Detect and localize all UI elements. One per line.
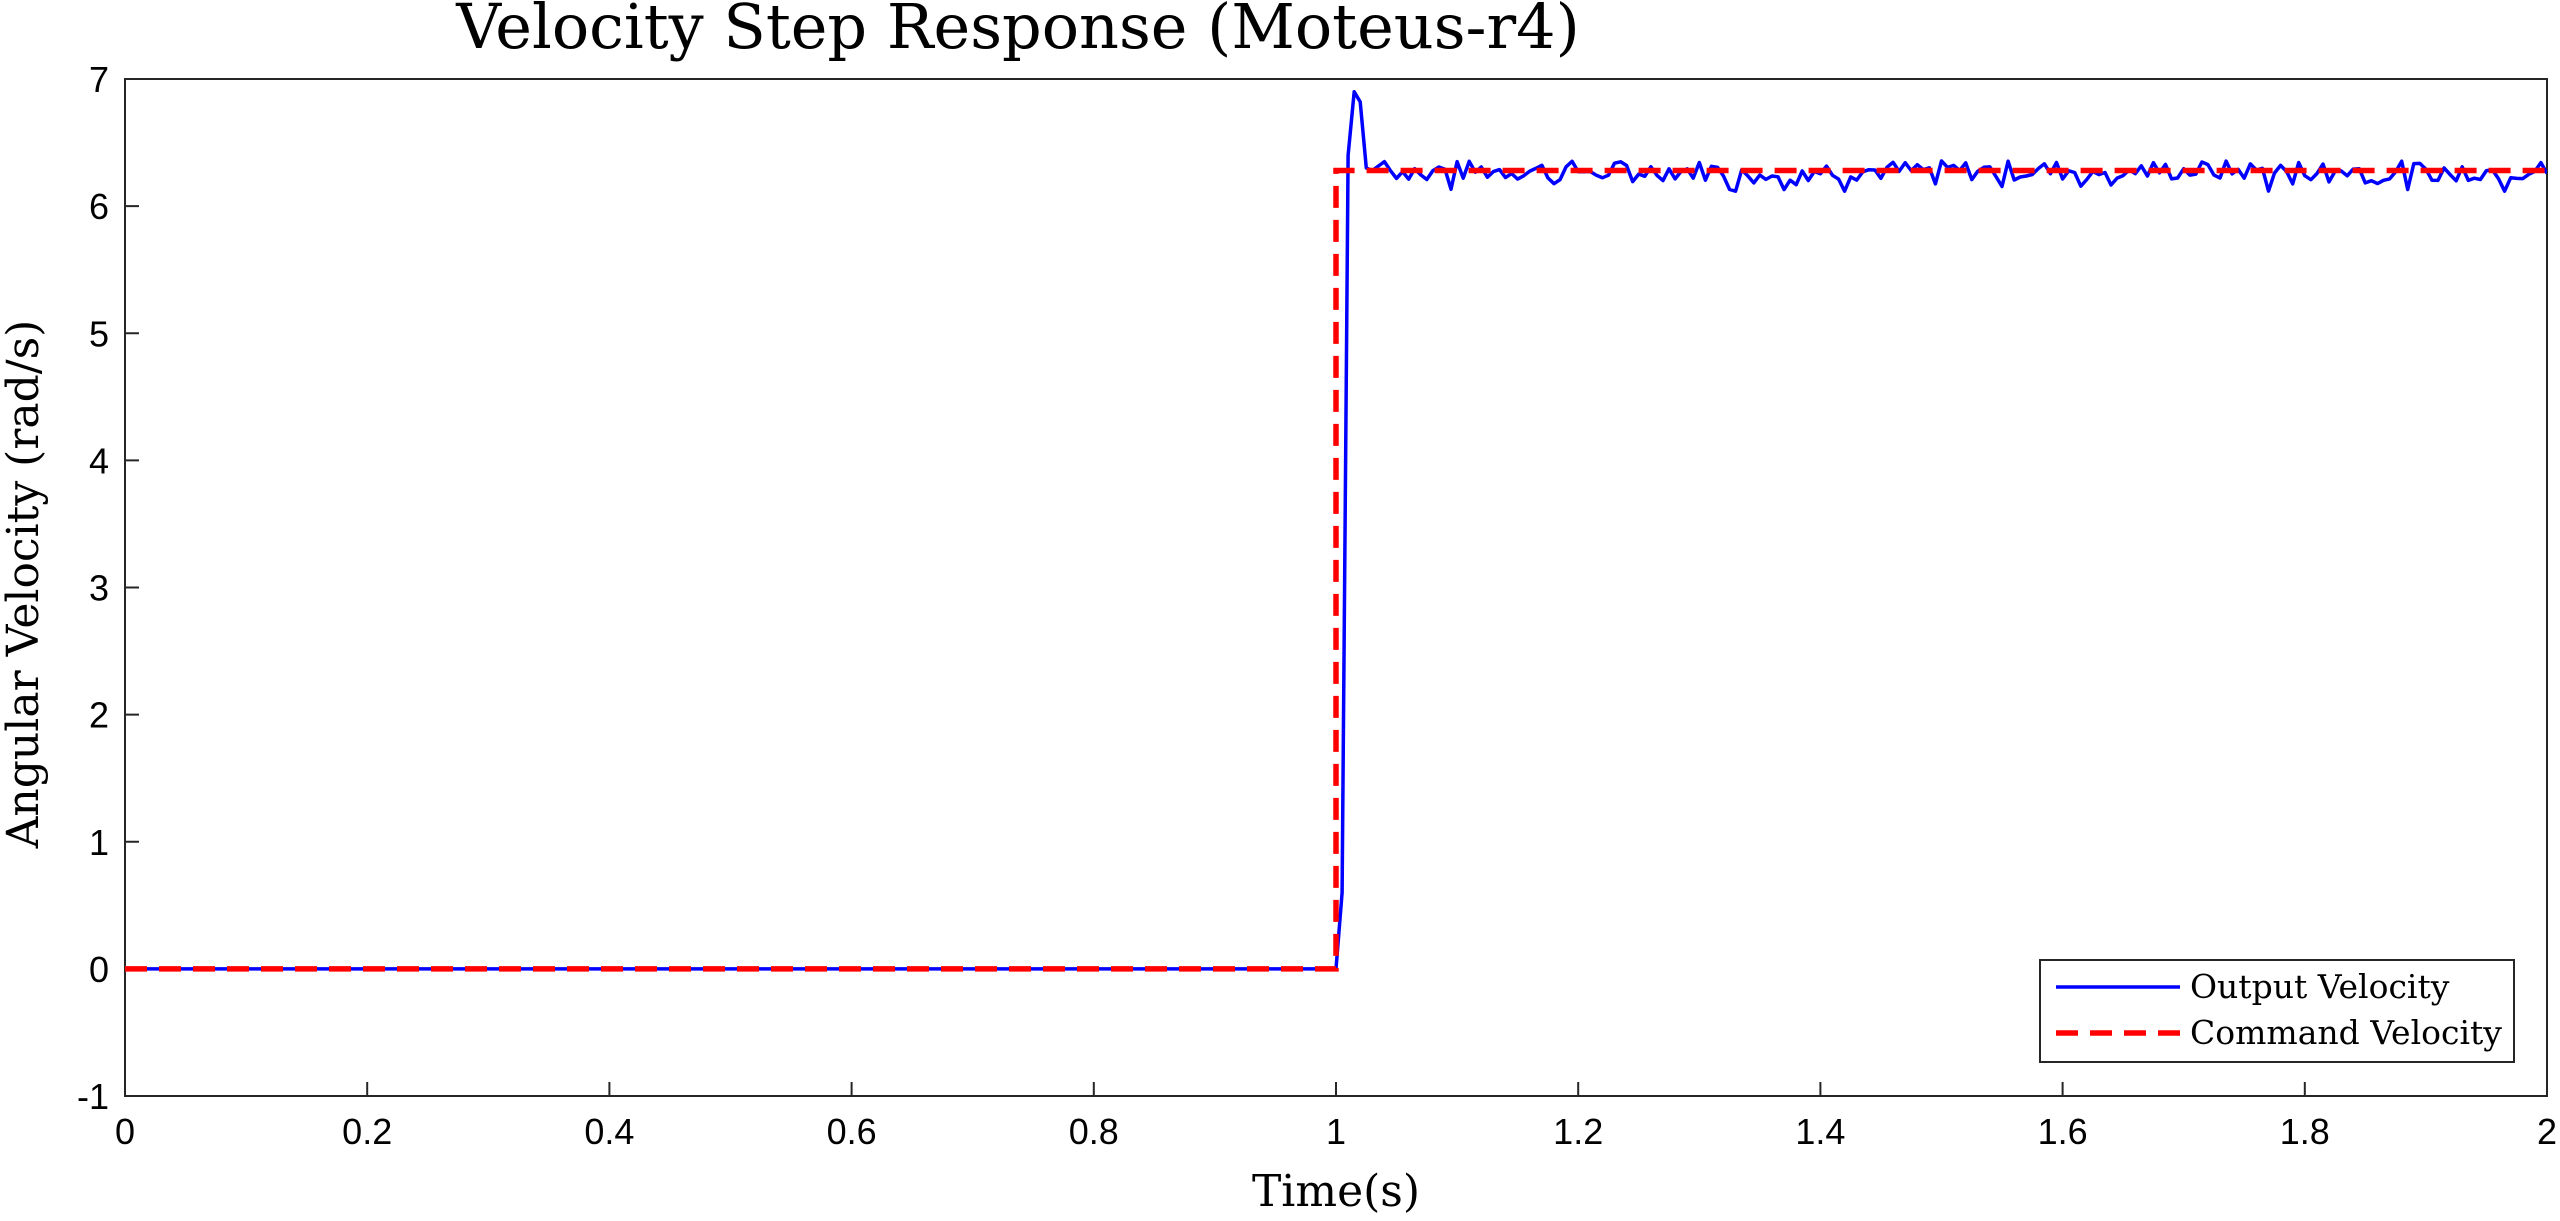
y-axis: -1 0 1 2 3 4 5 6 7 [77, 59, 139, 1117]
output-velocity-line [125, 89, 2547, 971]
x-tick-label: 0.8 [1069, 1111, 1119, 1152]
x-axis-label: Time(s) [1252, 1166, 1420, 1217]
y-tick-label: 5 [89, 313, 109, 354]
chart-title: Velocity Step Response (Moteus-r4) [455, 0, 1580, 63]
x-tick-label: 1.8 [2280, 1111, 2330, 1152]
y-tick-label: 2 [89, 695, 109, 736]
x-tick-label: 0.4 [584, 1111, 634, 1152]
x-tick-label: 2 [2537, 1111, 2557, 1152]
y-tick-label: 6 [89, 186, 109, 227]
x-tick-label: 1.4 [1795, 1111, 1845, 1152]
x-axis: 0 0.2 0.4 0.6 0.8 1 1.2 1.4 1.6 1.8 2 [115, 1082, 2557, 1152]
series-layer [125, 89, 2547, 972]
y-tick-label: 3 [89, 568, 109, 609]
y-axis-label: Angular Velocity (rad/s) [0, 320, 49, 850]
y-tick-label: -1 [77, 1076, 109, 1117]
legend: Output Velocity Command Velocity [2039, 959, 2515, 1063]
x-tick-label: 0.2 [342, 1111, 392, 1152]
x-tick-label: 1.2 [1553, 1111, 1603, 1152]
x-tick-label: 1 [1326, 1111, 1346, 1152]
y-tick-label: 0 [89, 949, 109, 990]
legend-box [2039, 959, 2515, 1063]
x-tick-label: 1.6 [2038, 1111, 2088, 1152]
y-tick-label: 1 [89, 822, 109, 863]
x-tick-label: 0.6 [827, 1111, 877, 1152]
command-velocity-line [125, 167, 2547, 972]
y-tick-label: 7 [89, 59, 109, 100]
legend-label-command: Command Velocity [2190, 1013, 2502, 1052]
legend-label-output: Output Velocity [2190, 967, 2450, 1006]
x-tick-label: 0 [115, 1111, 135, 1152]
y-tick-label: 4 [89, 440, 109, 481]
